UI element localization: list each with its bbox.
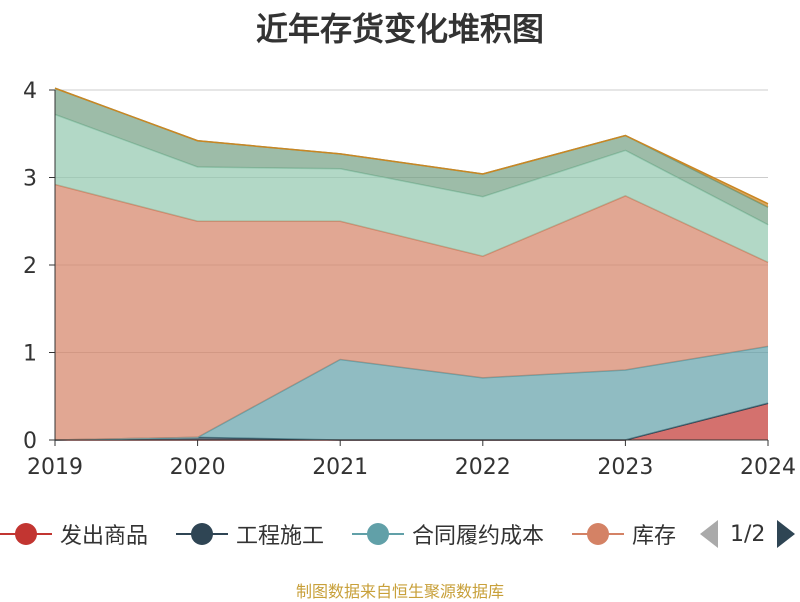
legend-item-fachu[interactable]: 发出商品 [0,514,148,554]
x-tick-label: 2024 [740,455,796,480]
y-tick-label: 2 [23,254,37,279]
legend-item-hetong[interactable]: 合同履约成本 [352,514,544,554]
x-tick-label: 2021 [312,455,368,480]
legend-item-gongcheng[interactable]: 工程施工 [176,514,324,554]
x-tick-label: 2019 [27,455,83,480]
legend-swatch-gongcheng-icon [176,519,228,549]
y-tick-label: 1 [23,342,37,367]
legend-item-kucun[interactable]: 库存 [572,514,676,554]
y-tick-label: 4 [23,79,37,104]
legend-label: 工程施工 [236,524,325,549]
series-area-4 [55,114,768,263]
series-area-3 [55,184,768,440]
series-area-0 [55,403,768,440]
legend-swatch-hetong-icon [352,519,404,549]
legend-swatch-kucun-icon [572,519,624,549]
legend-label: 库存 [632,524,677,549]
data-source-note: 制图数据来自恒生聚源数据库 [295,582,504,601]
pager-prev-icon[interactable] [700,520,718,548]
pager-text: 1/2 [730,521,766,547]
x-tick-label: 2023 [597,455,653,480]
x-tick-label: 2020 [170,455,226,480]
y-tick-label: 0 [23,429,37,454]
series-area-2 [55,346,768,440]
y-tick-label: 3 [23,167,37,192]
legend-label: 发出商品 [60,524,149,549]
x-tick-label: 2022 [455,455,511,480]
legend-swatch-fachu-icon [0,519,52,549]
series-area-5 [55,88,768,225]
series-line-6 [54,87,769,205]
legend: 发出商品 工程施工 合同履约成本 库存 1/2 [0,514,800,554]
chart-title: 近年存货变化堆积图 [255,10,544,48]
legend-pager: 1/2 [700,514,796,554]
pager-next-icon[interactable] [777,520,796,548]
legend-label: 合同履约成本 [412,524,545,549]
